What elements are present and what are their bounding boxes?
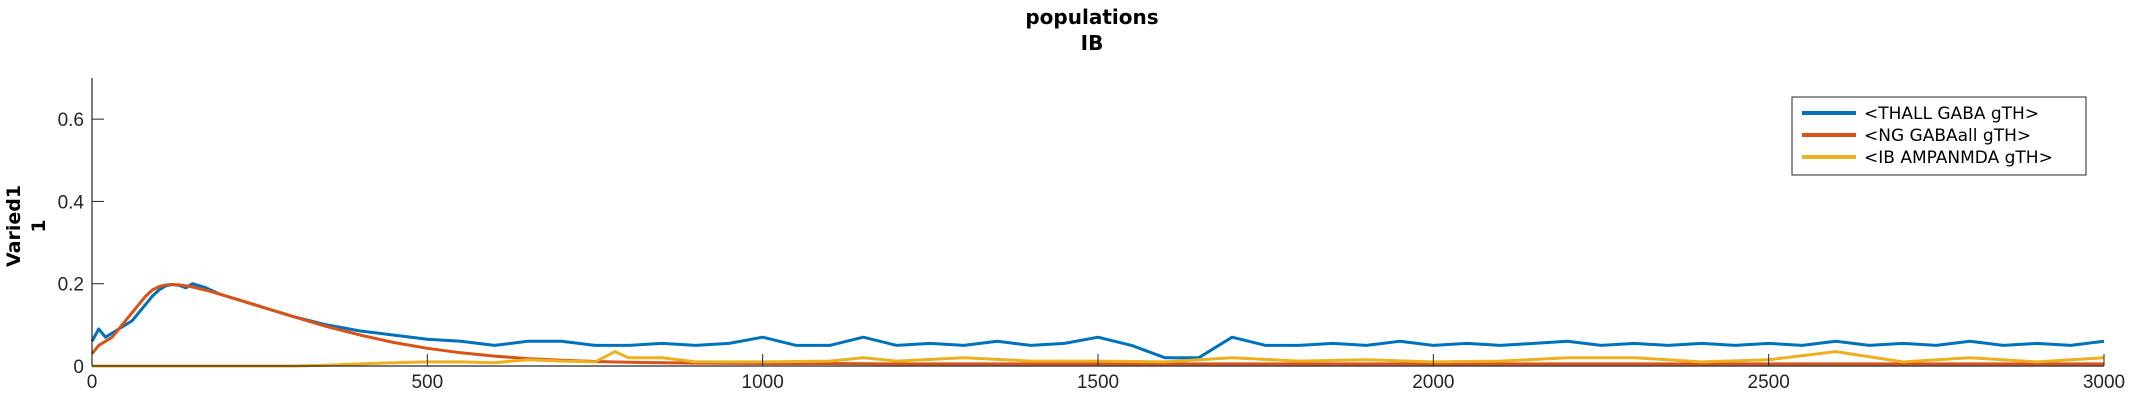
ticks: 0 500 1000 1500 2000 2500 3000 0 0.2 0.4 0.6 xyxy=(58,110,2126,393)
x-tick-label: 3000 xyxy=(2083,372,2125,393)
series-line-2 xyxy=(90,283,2104,366)
y-tick-label: 0.6 xyxy=(58,110,84,131)
y-tick-label: 0 xyxy=(73,357,84,378)
y-tick-label: 0.4 xyxy=(58,192,85,213)
chart-title-line-2: IB xyxy=(1081,31,1104,55)
legend-entry-label: <THALL GABA gTH> xyxy=(1864,104,2039,124)
x-tick-label: 1500 xyxy=(1077,372,1119,393)
x-tick-label: 2500 xyxy=(1748,372,1790,393)
y-axis-label-line-1: Varied1 xyxy=(3,185,25,267)
legend: <THALL GABA gTH><NG GABAall gTH><IB AMPA… xyxy=(1791,96,2087,176)
y-axis-label-line-2: 1 xyxy=(28,219,50,232)
series-group xyxy=(90,282,2105,368)
y-tick-label: 0.2 xyxy=(58,275,84,296)
x-tick-label: 1000 xyxy=(742,372,784,393)
legend-entry-label: <IB AMPANMDA gTH> xyxy=(1864,148,2053,168)
chart-title-line-1: populations xyxy=(1025,5,1158,29)
legend-entry-label: <NG GABAall gTH> xyxy=(1864,126,2031,146)
series-line-1 xyxy=(90,282,2105,360)
x-tick-label: 500 xyxy=(411,372,443,393)
x-tick-label: 0 xyxy=(87,372,98,393)
series-line-3 xyxy=(92,350,2105,368)
x-tick-label: 2000 xyxy=(1412,372,1454,393)
